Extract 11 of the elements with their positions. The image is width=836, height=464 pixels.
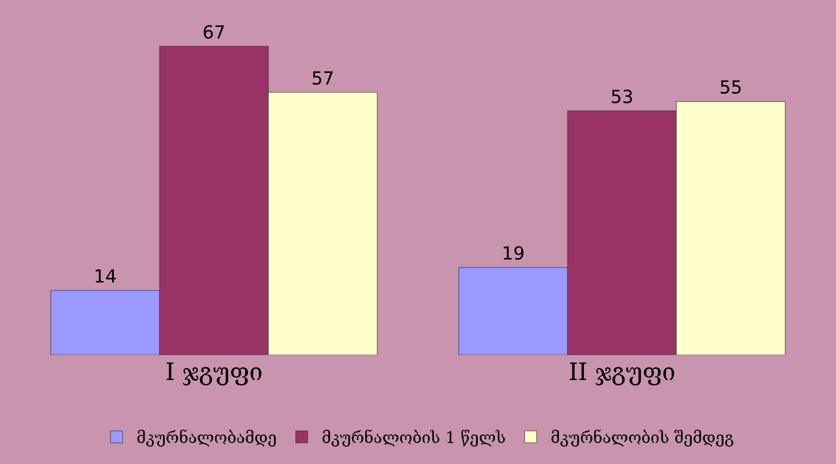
data-label: 67 — [202, 22, 226, 44]
data-label: 53 — [610, 86, 634, 108]
data-label: 57 — [311, 68, 334, 90]
data-label: 19 — [502, 243, 525, 264]
legend-label: მკურნალობის შემდეგ — [550, 428, 734, 448]
legend-label: მკურნალობამდე — [136, 428, 277, 448]
data-label: 55 — [719, 78, 742, 99]
data-label: 14 — [94, 266, 117, 288]
x-tick-label: I ჯგუფი — [165, 358, 263, 386]
x-tick-label: II ჯგუფი — [568, 358, 676, 386]
legend-label: მკურნალობის 1 წელს — [322, 428, 506, 448]
